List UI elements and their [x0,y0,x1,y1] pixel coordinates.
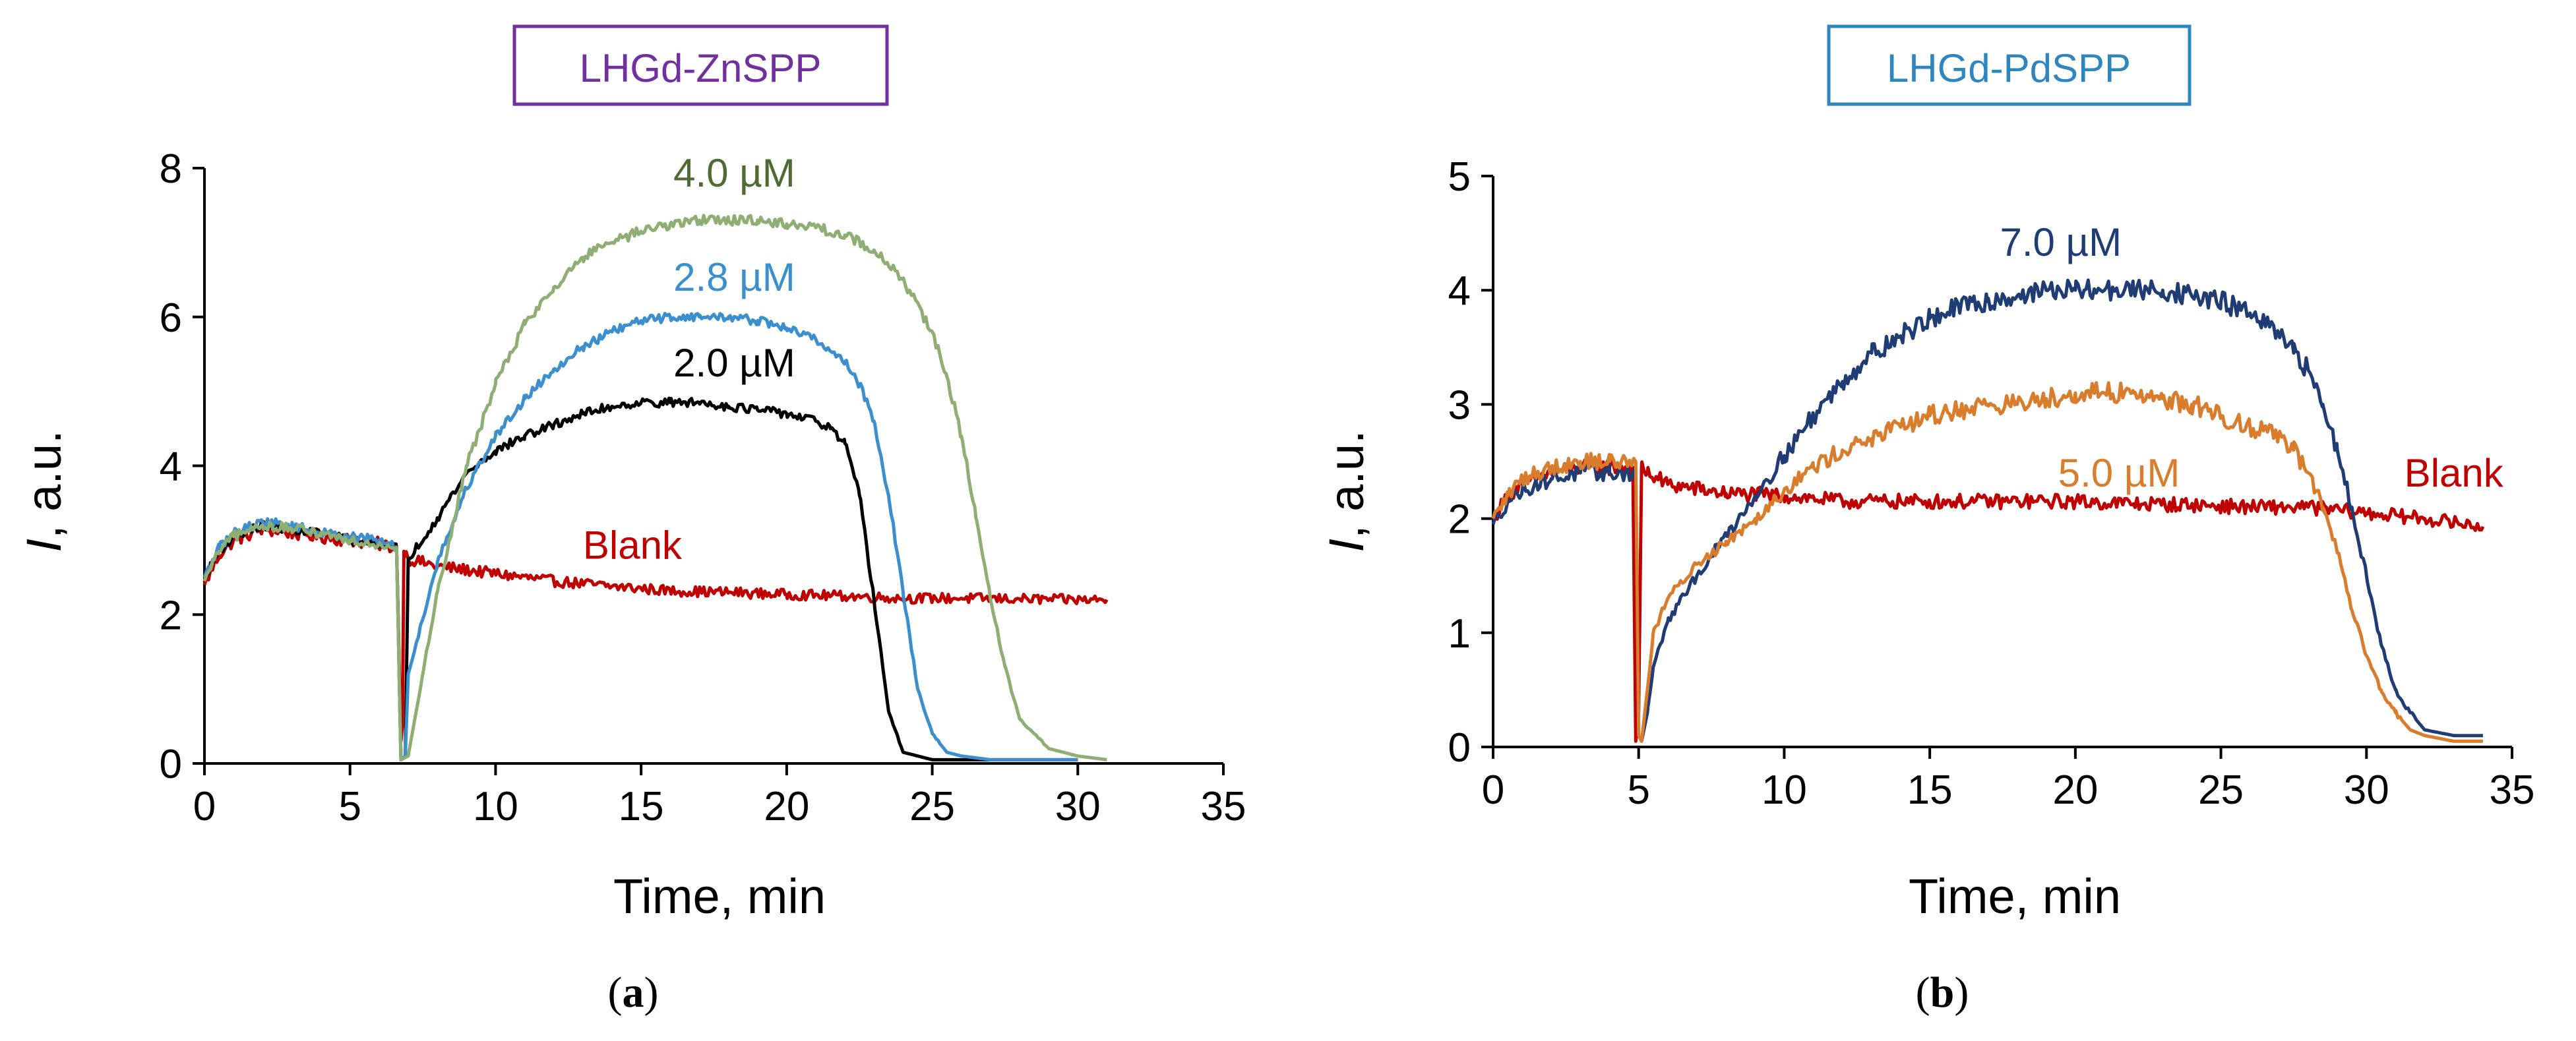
panel-label-b: (b) [1916,968,1969,1017]
series-data-label: Blank [583,523,683,568]
x-tick-label: 20 [764,784,809,829]
y-tick-label: 6 [160,295,182,341]
y-tick-label: 3 [1448,382,1471,428]
series-line-2-0-m [202,396,1078,761]
y-tick-label: 0 [160,742,182,787]
chart-title-box-a [512,24,889,106]
x-tick-label: 5 [338,784,361,829]
chart-title-b: LHGd-PdSPP [1887,46,2131,90]
y-axis-title-rest-a: , a.u. [16,430,71,539]
series-data-label: 5.0 µM [2058,451,2180,495]
series-line-4-0-m [202,214,1107,761]
axes-a: 0 5 10 15 20 25 30 35 0 2 4 6 8 [160,146,1246,829]
series-data-label: 7.0 µM [2000,220,2122,264]
chart-panel-b: LHGd-PdSPP I, a.u. Time, min 0 5 10 15 20 25 3… [1319,24,2535,1017]
panel-label-a: (a) [608,968,659,1017]
svg-text:I, a.u.: I, a.u. [16,430,71,552]
series-line-5-0-m [1491,381,2484,743]
y-tick-label: 1 [1448,611,1471,657]
y-axis-title-rest-b: , a.u. [1319,430,1374,539]
x-tick-label: 30 [1055,784,1101,829]
annotations-b: 7.0 µM 5.0 µM Blank [2000,220,2503,495]
x-tick-label: 10 [1762,767,1807,813]
x-tick-label: 20 [2052,767,2098,813]
x-tick-label: 30 [2344,767,2389,813]
y-tick-label: 4 [160,444,182,490]
series-data-label: Blank [2405,451,2504,495]
chart-title-a: LHGd-ZnSPP [580,46,822,90]
y-tick-label: 8 [160,146,182,192]
x-tick-label: 35 [1201,784,1246,829]
x-tick-label: 15 [1907,767,1953,813]
x-tick-label: 10 [473,784,518,829]
y-tick-label: 0 [1448,725,1471,771]
series-line-2-8-m [202,312,1078,761]
annotations-a: 4.0 µM 2.8 µM 2.0 µM Blank [583,151,795,567]
y-axis-title-italic-a: I [16,539,71,552]
x-axis-title-a: Time, min [613,869,826,924]
y-tick-label: 4 [1448,268,1471,314]
chart-panel-a: LHGd-ZnSPP I, a.u. Time, min 0 5 10 15 20 25 3… [16,24,1246,1017]
series-group-b [1491,278,2485,743]
series-data-label: 2.0 µM [673,341,795,385]
y-axis-title-italic-b: I [1319,539,1374,552]
series-data-label: 2.8 µM [673,255,795,299]
x-tick-label: 35 [2490,767,2535,813]
y-axis-title-a: I, a.u. [16,430,71,552]
series-group-a [202,214,1109,761]
series-line-blank [1491,458,2485,743]
x-axis-title-b: Time, min [1909,869,2121,924]
y-tick-label: 5 [1448,154,1471,200]
x-tick-label: 25 [909,784,955,829]
y-axis-title-b: I, a.u. [1319,430,1374,552]
x-tick-label: 0 [1482,767,1504,813]
y-tick-label: 2 [160,593,182,638]
svg-text:I, a.u.: I, a.u. [1319,430,1374,552]
x-tick-label: 5 [1627,767,1649,813]
x-tick-label: 15 [619,784,664,829]
x-tick-label: 0 [193,784,216,829]
axes-b: 0 5 10 15 20 25 30 35 0 1 2 3 4 5 [1448,154,2535,813]
series-line-7-0-m [1491,278,2484,743]
x-tick-label: 25 [2198,767,2244,813]
series-data-label: 4.0 µM [673,151,795,195]
y-tick-label: 2 [1448,497,1471,543]
chart-title-box-b [1827,24,2192,106]
